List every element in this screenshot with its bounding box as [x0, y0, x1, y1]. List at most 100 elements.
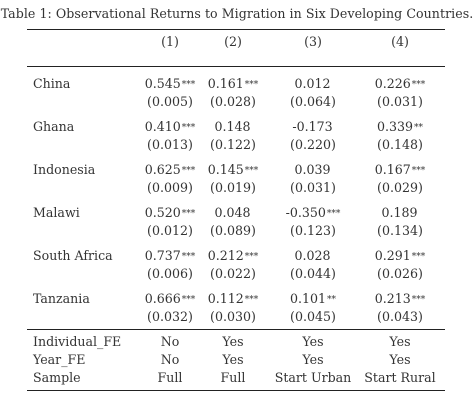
standard-error-cell: (0.029) [377, 180, 423, 195]
coefficient-cell: 0.226*** [375, 76, 426, 94]
row-label: Tanzania [33, 291, 90, 306]
table-caption: Table 1: Observational Returns to Migrat… [0, 6, 474, 21]
coefficient-value: 0.291 [374, 248, 411, 263]
coefficient-cell: -0.350*** [286, 205, 341, 223]
footer-value: Yes [222, 352, 244, 367]
coefficient-cell: 0.167*** [375, 162, 426, 180]
coefficient-cell: 0.545*** [145, 76, 196, 94]
coefficient-cell: -0.173 [292, 119, 333, 137]
standard-error-cell: (0.064) [290, 94, 336, 109]
standard-error-cell: (0.019) [210, 180, 256, 195]
coefficient-cell: 0.039 [294, 162, 331, 180]
standard-error-cell: (0.032) [147, 309, 193, 324]
standard-error-cell: (0.013) [147, 137, 193, 152]
footer-value: Yes [302, 352, 324, 367]
coefficient-cell: 0.145*** [208, 162, 259, 180]
significance-stars: *** [181, 123, 196, 133]
significance-stars: *** [411, 295, 426, 305]
column-header: (2) [224, 34, 242, 49]
footer-value: Yes [389, 352, 411, 367]
footer-value: Start Rural [364, 370, 436, 385]
top-rule [27, 29, 445, 31]
footer-label: Individual_FE [33, 334, 122, 349]
coefficient-value: 0.189 [381, 205, 418, 220]
coefficient-cell: 0.161*** [208, 76, 259, 94]
significance-stars: *** [181, 80, 196, 90]
coefficient-cell: 0.666*** [145, 291, 196, 309]
coefficient-value: 0.028 [294, 248, 331, 263]
significance-stars: *** [411, 252, 426, 262]
coefficient-value: 0.625 [144, 162, 181, 177]
standard-error-cell: (0.220) [290, 137, 336, 152]
footer-label: Year_FE [33, 352, 86, 367]
coefficient-value: 0.520 [144, 205, 181, 220]
coefficient-value: 0.012 [294, 76, 331, 91]
row-label: Malawi [33, 205, 80, 220]
coefficient-value: 0.213 [374, 291, 411, 306]
coefficient-value: 0.212 [207, 248, 244, 263]
standard-error-cell: (0.148) [377, 137, 423, 152]
standard-error-cell: (0.012) [147, 223, 193, 238]
coefficient-value: 0.161 [207, 76, 244, 91]
row-label: Ghana [33, 119, 75, 134]
standard-error-cell: (0.134) [377, 223, 423, 238]
coefficient-cell: 0.048 [214, 205, 251, 223]
row-label: South Africa [33, 248, 113, 263]
standard-error-cell: (0.123) [290, 223, 336, 238]
standard-error-cell: (0.044) [290, 266, 336, 281]
standard-error-cell: (0.009) [147, 180, 193, 195]
standard-error-cell: (0.045) [290, 309, 336, 324]
coefficient-value: 0.226 [374, 76, 411, 91]
coefficient-cell: 0.148 [214, 119, 251, 137]
footer-value: Yes [222, 334, 244, 349]
footer-value: Yes [389, 334, 411, 349]
footer-value: Start Urban [274, 370, 352, 385]
significance-stars: ** [414, 123, 424, 133]
coefficient-value: 0.048 [214, 205, 251, 220]
coefficient-cell: 0.291*** [375, 248, 426, 266]
coefficient-cell: 0.012 [294, 76, 331, 94]
coefficient-value: 0.666 [144, 291, 181, 306]
column-header: (3) [304, 34, 322, 49]
standard-error-cell: (0.031) [377, 94, 423, 109]
standard-error-cell: (0.030) [210, 309, 256, 324]
significance-stars: *** [181, 166, 196, 176]
footer-value: Full [157, 370, 183, 385]
coefficient-cell: 0.212*** [208, 248, 259, 266]
significance-stars: *** [244, 166, 259, 176]
significance-stars: *** [181, 209, 196, 219]
bottom-rule [27, 390, 445, 392]
significance-stars: *** [244, 295, 259, 305]
coefficient-cell: 0.028 [294, 248, 331, 266]
significance-stars: *** [244, 252, 259, 262]
standard-error-cell: (0.043) [377, 309, 423, 324]
coefficient-value: 0.410 [144, 119, 181, 134]
coefficient-cell: 0.737*** [145, 248, 196, 266]
coefficient-value: 0.167 [374, 162, 411, 177]
coefficient-value: 0.545 [144, 76, 181, 91]
standard-error-cell: (0.031) [290, 180, 336, 195]
significance-stars: *** [326, 209, 341, 219]
coefficient-value: 0.101 [289, 291, 327, 306]
coefficient-cell: 0.520*** [145, 205, 196, 223]
coefficient-value: 0.112 [207, 291, 244, 306]
standard-error-cell: (0.006) [147, 266, 193, 281]
column-header: (1) [161, 34, 179, 49]
significance-stars: *** [181, 252, 196, 262]
footer-value: No [160, 352, 180, 367]
footer-label: Sample [33, 370, 81, 385]
regression-table: (1) (2) (3) (4) China 0.545*** 0.161*** 0.0… [27, 29, 445, 392]
coefficient-cell: 0.339** [377, 119, 423, 137]
coefficient-value: 0.039 [294, 162, 331, 177]
column-header: (4) [391, 34, 409, 49]
header-rule [27, 66, 445, 67]
coefficient-cell: 0.625*** [145, 162, 196, 180]
coefficient-value: -0.350 [285, 205, 326, 220]
standard-error-cell: (0.122) [210, 137, 256, 152]
footer-value: Yes [302, 334, 324, 349]
row-label: China [33, 76, 71, 91]
coefficient-cell: 0.101** [290, 291, 336, 309]
row-label: Indonesia [33, 162, 96, 177]
coefficient-value: 0.339 [376, 119, 414, 134]
mid-rule [27, 329, 445, 330]
